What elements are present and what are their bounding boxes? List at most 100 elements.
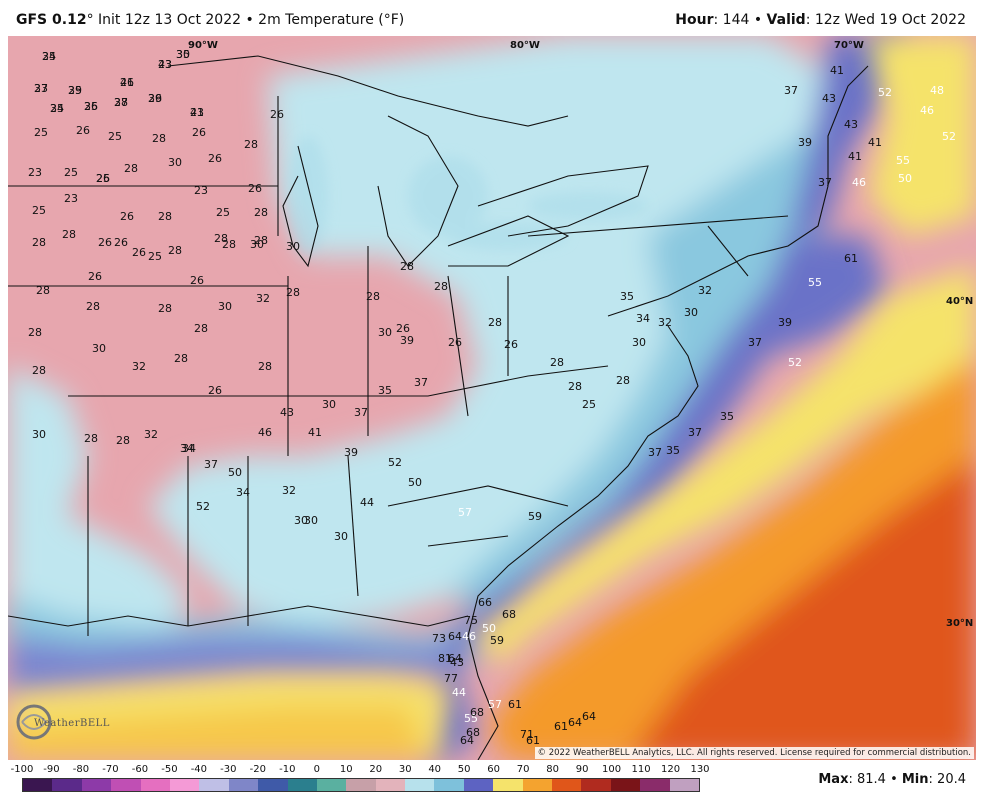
temperature-value: 35 (666, 444, 680, 457)
temperature-value: 41 (190, 106, 204, 119)
temperature-value: 50 (482, 622, 496, 635)
temperature-value: 26 (190, 274, 204, 287)
temperature-value: 30 (176, 48, 190, 61)
temperature-value: 30 (32, 428, 46, 441)
temperature-value: 37 (648, 446, 662, 459)
temperature-value: 28 (254, 234, 268, 247)
temperature-value: 44 (452, 686, 466, 699)
temperature-value: 41 (308, 426, 322, 439)
temperature-value: 46 (920, 104, 934, 117)
mild-region (448, 96, 868, 606)
temperature-value: 46 (462, 630, 476, 643)
scale-tick-label: -60 (131, 764, 149, 775)
temperature-value: 75 (464, 614, 478, 627)
temperature-value: 28 (286, 286, 300, 299)
temperature-value: 39 (778, 316, 792, 329)
temperature-value: 30 (304, 514, 318, 527)
temperature-value: 43 (844, 118, 858, 131)
temperature-value: 39 (798, 136, 812, 149)
lon-80-label: 80°W (510, 40, 540, 51)
temperature-value: 25 (68, 84, 82, 97)
temperature-value: 26 (148, 92, 162, 105)
temperature-value: 32 (698, 284, 712, 297)
temperature-value: 28 (32, 364, 46, 377)
temperature-value: 64 (582, 710, 596, 723)
temperature-value: 26 (396, 322, 410, 335)
temperature-value: 61 (526, 734, 540, 747)
scale-tick-label: 60 (487, 764, 501, 775)
temperature-value: 43 (280, 406, 294, 419)
temperature-value: 43 (822, 92, 836, 105)
temperature-value: 32 (144, 428, 158, 441)
temperature-value: 26 (114, 236, 128, 249)
temperature-value: 25 (32, 204, 46, 217)
temperature-value: 64 (460, 734, 474, 747)
temperature-value: 34 (42, 50, 56, 63)
temperature-value: 28 (254, 206, 268, 219)
scale-bar (22, 778, 700, 792)
temperature-value: 26 (192, 126, 206, 139)
scale-tick-label: 110 (631, 764, 651, 775)
temperature-value: 30 (334, 530, 348, 543)
temperature-value: 26 (96, 172, 110, 185)
temperature-value: 25 (148, 250, 162, 263)
temperature-value: 34 (180, 442, 194, 455)
boundaries (8, 55, 869, 760)
temperature-value: 55 (464, 712, 478, 725)
temperature-value: 28 (616, 374, 630, 387)
temperature-value: 34 (182, 442, 196, 455)
temperature-value: 26 (208, 384, 222, 397)
temperature-value: 52 (196, 500, 210, 513)
scale-tick-label: 10 (339, 764, 353, 775)
temperature-value: 37 (414, 376, 428, 389)
temperature-value: 59 (528, 510, 542, 523)
temperature-value: 55 (896, 154, 910, 167)
temperature-value: 57 (488, 698, 502, 711)
temperature-value: 30 (92, 342, 106, 355)
temperature-value: 59 (490, 634, 504, 647)
temperature-value: 61 (554, 720, 568, 733)
temperature-value: 35 (84, 100, 98, 113)
temperature-value: 32 (282, 484, 296, 497)
temperature-value: 28 (366, 290, 380, 303)
temperature-value: 28 (194, 322, 208, 335)
temperature-value: 68 (502, 608, 516, 621)
temperature-value: 52 (942, 130, 956, 143)
temperature-value: 25 (64, 166, 78, 179)
temperature-value: 68 (466, 726, 480, 739)
temperature-value: 61 (844, 252, 858, 265)
temperature-value: 26 (448, 336, 462, 349)
temperature-value: 25 (108, 130, 122, 143)
temperature-value: 34 (236, 486, 250, 499)
logo-text: WeatherBELL (34, 718, 110, 729)
temperature-value: 64 (448, 652, 462, 665)
temperature-value: 28 (434, 280, 448, 293)
temperature-value: 43 (158, 58, 172, 71)
temperature-value: 37 (818, 176, 832, 189)
temperature-value: 41 (848, 150, 862, 163)
lon-90-label: 90°W (188, 40, 218, 51)
scale-tick-label: 40 (428, 764, 442, 775)
temperature-value: 55 (808, 276, 822, 289)
temperature-value: 32 (658, 316, 672, 329)
hour-label: Hour (675, 12, 714, 28)
logo-swirl-icon (16, 704, 52, 740)
scale-tick-label: -40 (190, 764, 208, 775)
scale-tick-label: 80 (546, 764, 559, 775)
scale-tick-label: 0 (313, 764, 320, 775)
temperature-value: 26 (88, 270, 102, 283)
temperature-value: 52 (788, 356, 802, 369)
temperature-value: 66 (478, 596, 492, 609)
temperature-value: 46 (258, 426, 272, 439)
temperature-value: 71 (520, 728, 534, 741)
temperature-value: 35 (176, 48, 190, 61)
temperature-value: 37 (354, 406, 368, 419)
temperature-value: 28 (222, 238, 236, 251)
valid-time: Hour: 144 • Valid: 12z Wed 19 Oct 2022 (675, 12, 966, 28)
temperature-value: 35 (378, 384, 392, 397)
temperature-value: 28 (258, 360, 272, 373)
model-name: GFS 0.12 (16, 12, 87, 28)
temperature-value: 26 (504, 338, 518, 351)
temperature-value: 28 (36, 284, 50, 297)
temperature-value: 30 (168, 156, 182, 169)
